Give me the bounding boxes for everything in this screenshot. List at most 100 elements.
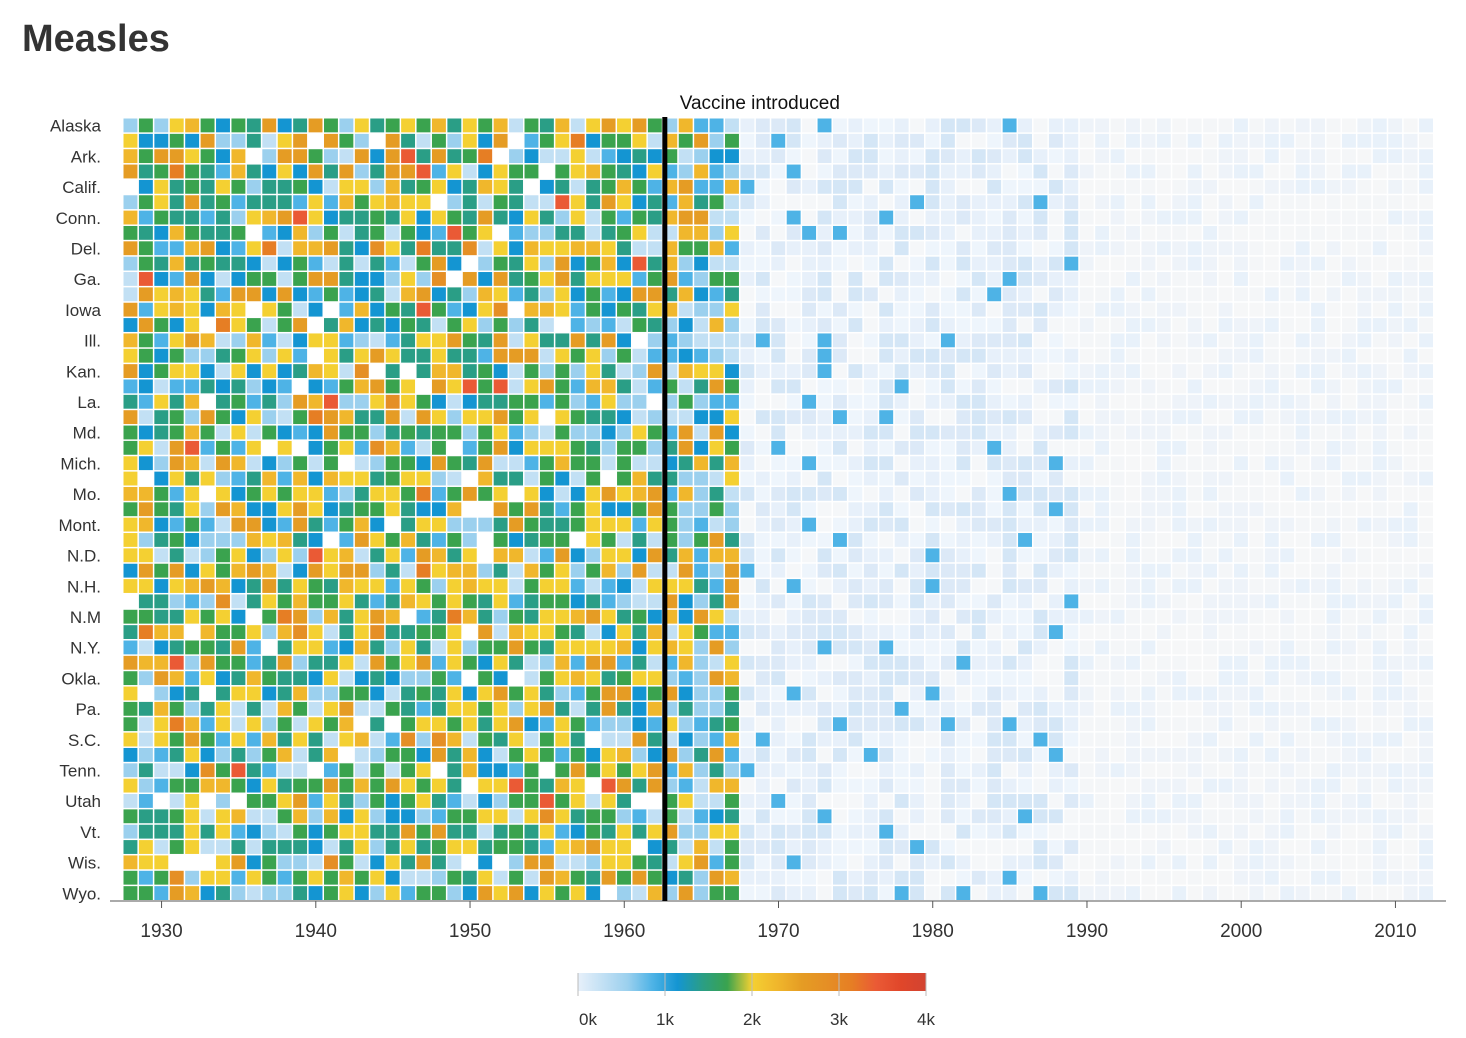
heatmap-cell	[154, 225, 169, 240]
heatmap-cell	[832, 302, 847, 317]
heatmap-cell	[555, 471, 570, 486]
heatmap-cell	[1233, 502, 1248, 517]
heatmap-cell	[1341, 655, 1356, 670]
heatmap-cell	[678, 579, 693, 593]
heatmap-cell	[478, 272, 493, 286]
heatmap-cell	[971, 440, 986, 455]
heatmap-cell	[555, 302, 570, 317]
heatmap-cell	[1388, 164, 1403, 179]
heatmap-cell	[647, 318, 662, 332]
heatmap-cell	[231, 210, 246, 225]
heatmap-cell	[632, 763, 647, 778]
heatmap-cell	[1187, 456, 1202, 471]
heatmap-cell	[246, 210, 261, 225]
heatmap-cell	[755, 840, 770, 854]
heatmap-cell	[1126, 886, 1140, 900]
heatmap-cell	[786, 379, 801, 394]
heatmap-cell	[678, 410, 693, 425]
heatmap-cell	[401, 210, 416, 225]
heatmap-cell	[416, 241, 431, 256]
heatmap-cell	[786, 318, 801, 332]
heatmap-cell	[1141, 425, 1156, 440]
heatmap-cell	[894, 149, 909, 164]
heatmap-cell	[401, 256, 416, 271]
heatmap-cell	[308, 809, 323, 824]
heatmap-cell	[277, 225, 292, 240]
heatmap-cell	[555, 686, 570, 701]
heatmap-cell	[1388, 133, 1403, 148]
heatmap-cell	[200, 625, 215, 639]
heatmap-cell	[1403, 855, 1418, 870]
heatmap-cell	[262, 671, 277, 686]
heatmap-cell	[910, 348, 925, 363]
heatmap-cell	[1218, 671, 1233, 686]
heatmap-cell	[1064, 870, 1079, 885]
heatmap-cell	[555, 149, 570, 164]
heatmap-cell	[786, 486, 801, 501]
heatmap-cell	[138, 840, 153, 854]
heatmap-cell	[879, 855, 894, 870]
heatmap-cell	[1156, 717, 1171, 732]
heatmap-cell	[586, 210, 601, 225]
heatmap-cell	[1141, 164, 1156, 179]
heatmap-cell	[1419, 886, 1433, 900]
heatmap-cell	[956, 840, 971, 854]
heatmap-cell	[493, 609, 508, 624]
heatmap-cell	[971, 333, 986, 348]
heatmap-cell	[1033, 502, 1048, 517]
heatmap-cell	[894, 701, 909, 716]
heatmap-cell	[632, 486, 647, 501]
heatmap-cell	[1156, 379, 1171, 394]
heatmap-cell	[632, 717, 647, 732]
heatmap-cell	[555, 379, 570, 394]
heatmap-cell	[1218, 840, 1233, 854]
heatmap-cell	[802, 256, 817, 271]
heatmap-cell	[1095, 241, 1110, 256]
heatmap-cell	[647, 717, 662, 732]
heatmap-cell	[1295, 225, 1310, 240]
heatmap-cell	[1403, 287, 1418, 302]
heatmap-cell	[262, 272, 277, 286]
heatmap-cell	[324, 794, 338, 808]
heatmap-cell	[725, 855, 739, 870]
heatmap-cell	[1203, 241, 1218, 256]
heatmap-cell	[231, 394, 246, 409]
heatmap-cell	[678, 533, 693, 547]
heatmap-cell	[1233, 517, 1248, 532]
heatmap-cell	[802, 486, 817, 501]
heatmap-cell	[262, 594, 277, 609]
heatmap-cell	[1064, 195, 1079, 210]
heatmap-cell	[200, 287, 215, 302]
heatmap-cell	[1357, 256, 1372, 271]
heatmap-cell	[293, 563, 308, 578]
heatmap-cell	[570, 195, 585, 210]
heatmap-cell	[539, 287, 554, 302]
heatmap-cell	[647, 671, 662, 686]
heatmap-cell	[1141, 348, 1156, 363]
heatmap-cell	[1264, 195, 1279, 210]
heatmap-cell	[1156, 287, 1171, 302]
heatmap-cell	[925, 272, 940, 286]
heatmap-cell	[478, 164, 493, 179]
heatmap-cell	[1156, 225, 1171, 240]
vaccine-label: Vaccine introduced	[680, 93, 840, 114]
heatmap-cell	[262, 548, 277, 563]
heatmap-cell	[894, 210, 909, 225]
heatmap-cell	[1156, 517, 1171, 532]
heatmap-cell	[632, 318, 647, 332]
heatmap-cell	[1357, 456, 1372, 471]
heatmap-cell	[1388, 579, 1403, 593]
heatmap-cell	[447, 440, 462, 455]
heatmap-cell	[894, 333, 909, 348]
heatmap-cell	[586, 348, 601, 363]
heatmap-cell	[123, 364, 138, 378]
heatmap-cell	[324, 824, 338, 839]
heatmap-cell	[138, 517, 153, 532]
heatmap-cell	[154, 701, 169, 716]
heatmap-cell	[910, 655, 925, 670]
heatmap-cell	[154, 256, 169, 271]
heatmap-cell	[910, 425, 925, 440]
heatmap-cell	[246, 563, 261, 578]
heatmap-cell	[1357, 763, 1372, 778]
heatmap-cell	[385, 671, 400, 686]
